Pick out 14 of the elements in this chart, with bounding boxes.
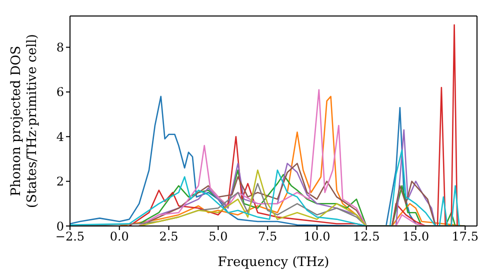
x-tick-label: 15.0 xyxy=(402,230,430,244)
x-tick-label: 5.0 xyxy=(208,230,228,244)
x-tick-label: 10.0 xyxy=(304,230,330,244)
x-tick-label: 0.0 xyxy=(110,230,129,244)
y-tick-label: 2 xyxy=(56,174,64,189)
x-tick-label: 12.5 xyxy=(353,230,380,244)
x-tick-label: 7.5 xyxy=(258,230,278,244)
y-tick-label: 6 xyxy=(56,85,64,100)
y-tick-label: 8 xyxy=(56,40,64,55)
y-tick-label: 4 xyxy=(56,130,64,144)
y-axis-title: Phonon projected DOS (States/THz·primitive cell) xyxy=(9,34,40,208)
x-tick-label: 2.5 xyxy=(159,230,178,244)
x-tick-label: 17.5 xyxy=(452,230,479,244)
x-axis-title: Frequency (THz) xyxy=(218,255,330,270)
